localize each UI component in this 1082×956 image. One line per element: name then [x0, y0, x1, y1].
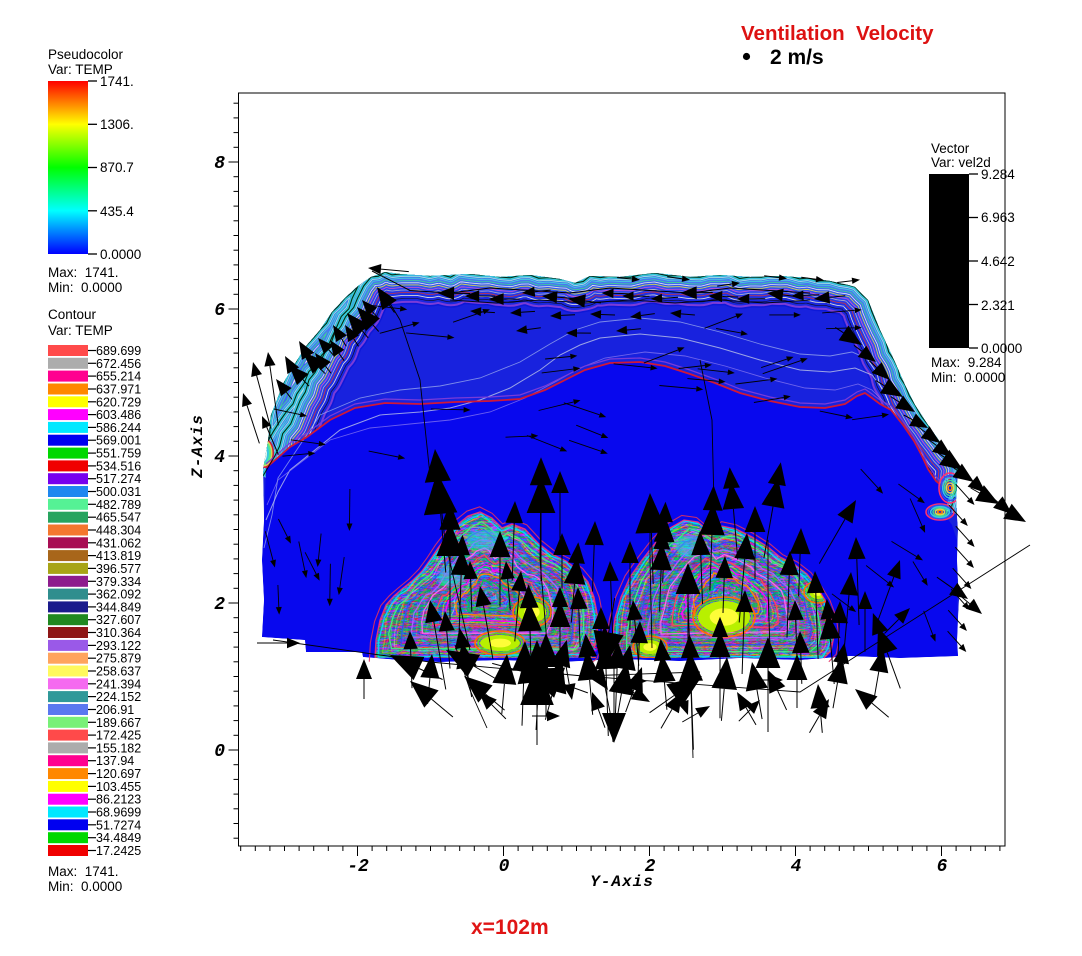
svg-text:34.4849: 34.4849	[96, 831, 141, 845]
svg-text:435.4: 435.4	[100, 204, 134, 219]
svg-text:241.394: 241.394	[96, 677, 141, 691]
svg-text:Z-Axis: Z-Axis	[189, 414, 207, 479]
svg-text:Ventilation Velocity: Ventilation Velocity	[741, 22, 934, 45]
svg-text:6.963: 6.963	[981, 210, 1015, 225]
svg-text:655.214: 655.214	[96, 370, 141, 384]
svg-text:Min: 0.0000: Min: 0.0000	[931, 370, 1005, 385]
svg-text:0.0000: 0.0000	[100, 247, 141, 262]
svg-text:620.729: 620.729	[96, 395, 141, 409]
svg-text:569.001: 569.001	[96, 434, 141, 448]
svg-text:103.455: 103.455	[96, 780, 141, 794]
svg-text:68.9699: 68.9699	[96, 806, 141, 820]
svg-text:0: 0	[214, 742, 225, 762]
svg-text:Var: TEMP: Var: TEMP	[48, 323, 113, 338]
svg-text:327.607: 327.607	[96, 613, 141, 627]
svg-text:2: 2	[214, 595, 225, 615]
svg-text:586.244: 586.244	[96, 421, 141, 435]
svg-text:51.7274: 51.7274	[96, 818, 141, 832]
svg-text:x=102m: x=102m	[471, 916, 549, 939]
svg-text:413.819: 413.819	[96, 549, 141, 563]
svg-text:8: 8	[214, 154, 225, 174]
svg-text:500.031: 500.031	[96, 485, 141, 499]
svg-text:517.274: 517.274	[96, 472, 141, 486]
svg-text:0.0000: 0.0000	[981, 341, 1022, 356]
svg-text:Min: 0.0000: Min: 0.0000	[48, 879, 122, 894]
svg-text:4.642: 4.642	[981, 254, 1015, 269]
svg-text:258.637: 258.637	[96, 665, 141, 679]
svg-text:2 m/s: 2 m/s	[770, 46, 824, 69]
svg-text:2: 2	[645, 857, 656, 877]
svg-text:689.699: 689.699	[96, 344, 141, 358]
svg-text:-2: -2	[347, 857, 369, 877]
svg-text:Vector: Vector	[931, 141, 970, 156]
svg-text:6: 6	[937, 857, 948, 877]
svg-text:4: 4	[791, 857, 802, 877]
svg-text:431.062: 431.062	[96, 536, 141, 550]
svg-text:172.425: 172.425	[96, 729, 141, 743]
svg-text:6: 6	[214, 301, 225, 321]
svg-text:Var: TEMP: Var: TEMP	[48, 62, 113, 77]
svg-text:Var: vel2d: Var: vel2d	[931, 155, 991, 170]
svg-text:0: 0	[499, 857, 510, 877]
svg-text:17.2425: 17.2425	[96, 844, 141, 858]
svg-text:224.152: 224.152	[96, 690, 141, 704]
svg-text:448.304: 448.304	[96, 524, 141, 538]
svg-text:870.7: 870.7	[100, 160, 134, 175]
svg-text:137.94: 137.94	[96, 754, 134, 768]
svg-text:1306.: 1306.	[100, 117, 134, 132]
svg-text:Max: 1741.: Max: 1741.	[48, 864, 119, 879]
svg-text:672.456: 672.456	[96, 357, 141, 371]
svg-text:482.789: 482.789	[96, 498, 141, 512]
svg-text:396.577: 396.577	[96, 562, 141, 576]
svg-text:637.971: 637.971	[96, 383, 141, 397]
svg-text:9.284: 9.284	[981, 167, 1015, 182]
svg-text:Contour: Contour	[48, 307, 97, 322]
svg-text:275.879: 275.879	[96, 652, 141, 666]
svg-text:551.759: 551.759	[96, 447, 141, 461]
svg-text:Max: 9.284: Max: 9.284	[931, 355, 1002, 370]
svg-text:603.486: 603.486	[96, 408, 141, 422]
svg-text:465.547: 465.547	[96, 511, 141, 525]
svg-text:4: 4	[214, 448, 225, 468]
svg-text:2.321: 2.321	[981, 298, 1015, 313]
svg-text:379.334: 379.334	[96, 575, 141, 589]
svg-text:206.91: 206.91	[96, 703, 134, 717]
svg-text:Min: 0.0000: Min: 0.0000	[48, 280, 122, 295]
svg-text:Pseudocolor: Pseudocolor	[48, 47, 124, 62]
svg-text:155.182: 155.182	[96, 741, 141, 755]
svg-text:310.364: 310.364	[96, 626, 141, 640]
svg-text:Y-Axis: Y-Axis	[590, 873, 654, 891]
svg-text:189.667: 189.667	[96, 716, 141, 730]
svg-text:Max: 1741.: Max: 1741.	[48, 265, 119, 280]
svg-text:86.2123: 86.2123	[96, 793, 141, 807]
svg-text:293.122: 293.122	[96, 639, 141, 653]
svg-text:534.516: 534.516	[96, 459, 141, 473]
svg-text:120.697: 120.697	[96, 767, 141, 781]
svg-text:1741.: 1741.	[100, 74, 134, 89]
svg-text:362.092: 362.092	[96, 588, 141, 602]
svg-text:344.849: 344.849	[96, 600, 141, 614]
